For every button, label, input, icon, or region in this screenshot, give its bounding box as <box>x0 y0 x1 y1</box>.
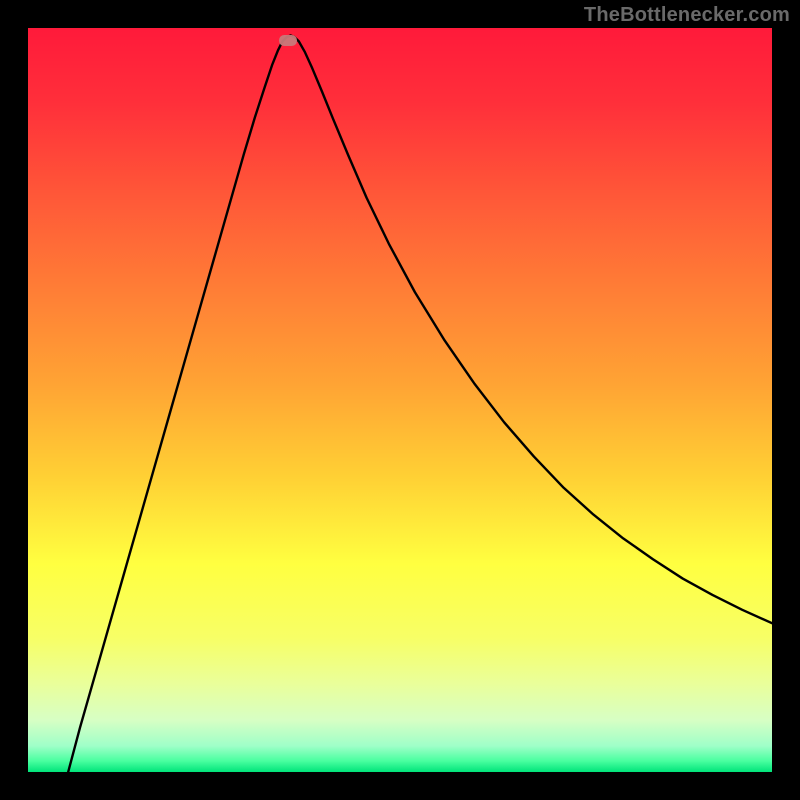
plot-area <box>28 28 772 772</box>
plot-svg <box>28 28 772 772</box>
chart-frame: TheBottlenecker.com <box>0 0 800 800</box>
optimal-point-marker <box>279 35 297 45</box>
attribution-text: TheBottlenecker.com <box>584 4 790 27</box>
gradient-background <box>28 28 772 772</box>
